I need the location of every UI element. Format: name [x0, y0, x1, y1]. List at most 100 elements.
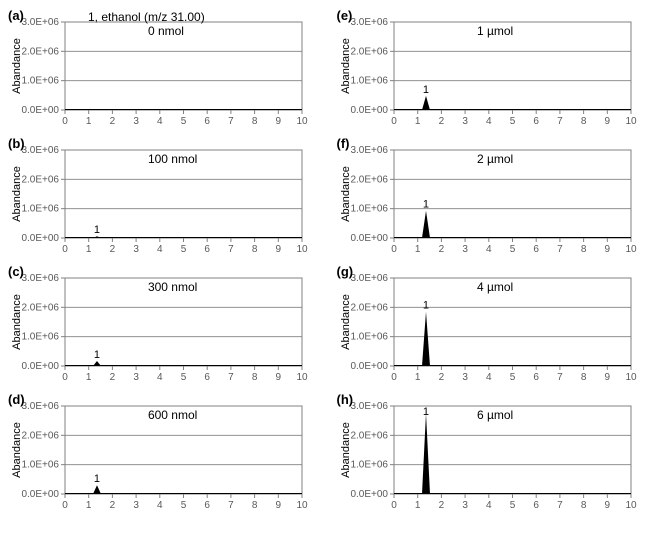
- x-tick-label: 10: [625, 244, 637, 255]
- y-tick-label: 1.0E+06: [21, 76, 59, 87]
- x-tick-label: 3: [462, 116, 468, 127]
- y-tick-label: 0.0E+00: [21, 105, 59, 116]
- x-tick-label: 7: [228, 372, 234, 383]
- x-tick-label: 10: [625, 372, 637, 383]
- chart-svg: 12 µmol0123456789100.0E+001.0E+062.0E+06…: [339, 138, 639, 258]
- x-tick-label: 3: [462, 372, 468, 383]
- x-tick-label: 2: [110, 372, 116, 383]
- peak-label: 1: [422, 84, 428, 96]
- x-tick-label: 1: [414, 244, 420, 255]
- x-tick-label: 2: [110, 500, 116, 511]
- x-tick-label: 6: [533, 116, 539, 127]
- y-tick-label: 0.0E+00: [21, 489, 59, 500]
- x-tick-label: 4: [486, 116, 492, 127]
- y-tick-label: 1.0E+06: [350, 460, 388, 471]
- x-tick-label: 7: [228, 500, 234, 511]
- x-tick-label: 5: [509, 372, 515, 383]
- y-tick-label: 2.0E+06: [21, 174, 59, 185]
- x-tick-label: 6: [533, 372, 539, 383]
- y-tick-label: 1.0E+06: [21, 460, 59, 471]
- y-tick-label: 3.0E+06: [21, 17, 59, 28]
- y-tick-label: 2.0E+06: [350, 174, 388, 185]
- x-tick-label: 5: [509, 116, 515, 127]
- x-tick-label: 0: [391, 116, 397, 127]
- x-tick-label: 0: [391, 372, 397, 383]
- y-axis-label: Abandance: [11, 166, 23, 222]
- x-tick-label: 9: [276, 500, 282, 511]
- chart-panel: (g)14 µmol0123456789100.0E+001.0E+062.0E…: [339, 266, 648, 386]
- x-tick-label: 3: [462, 244, 468, 255]
- x-tick-label: 5: [509, 500, 515, 511]
- chart-panel: (b)1100 nmol0123456789100.0E+001.0E+062.…: [10, 138, 319, 258]
- x-tick-label: 3: [133, 116, 139, 127]
- x-tick-label: 1: [86, 244, 92, 255]
- chart-svg: 1300 nmol0123456789100.0E+001.0E+062.0E+…: [10, 266, 310, 386]
- peak-label: 1: [422, 406, 428, 418]
- peak-label: 1: [94, 224, 100, 236]
- condition-label: 2 µmol: [476, 152, 512, 166]
- x-tick-label: 4: [486, 244, 492, 255]
- x-tick-label: 7: [228, 116, 234, 127]
- y-tick-label: 0.0E+00: [21, 361, 59, 372]
- x-tick-label: 0: [62, 500, 68, 511]
- y-tick-label: 2.0E+06: [350, 46, 388, 57]
- x-tick-label: 9: [604, 244, 610, 255]
- condition-label: 6 µmol: [476, 408, 512, 422]
- y-axis-label: Abandance: [340, 166, 352, 222]
- x-tick-label: 3: [133, 500, 139, 511]
- x-tick-label: 4: [486, 500, 492, 511]
- x-tick-label: 7: [557, 372, 563, 383]
- x-tick-label: 9: [276, 116, 282, 127]
- chart-svg: 1100 nmol0123456789100.0E+001.0E+062.0E+…: [10, 138, 310, 258]
- condition-label: 100 nmol: [148, 152, 197, 166]
- x-tick-label: 9: [604, 116, 610, 127]
- x-tick-label: 3: [133, 372, 139, 383]
- x-tick-label: 4: [157, 116, 163, 127]
- y-tick-label: 1.0E+06: [21, 332, 59, 343]
- x-tick-label: 6: [204, 244, 210, 255]
- y-axis-label: Abandance: [340, 422, 352, 478]
- x-tick-label: 1: [414, 116, 420, 127]
- y-tick-label: 3.0E+06: [350, 145, 388, 156]
- y-tick-label: 0.0E+00: [350, 361, 388, 372]
- chart-panel: (c)1300 nmol0123456789100.0E+001.0E+062.…: [10, 266, 319, 386]
- condition-label: 4 µmol: [476, 280, 512, 294]
- chart-panel: (a)1, ethanol (m/z 31.00)0 nmol012345678…: [10, 10, 319, 130]
- panel-letter: (d): [8, 392, 25, 407]
- x-tick-label: 8: [252, 372, 258, 383]
- y-tick-label: 3.0E+06: [350, 17, 388, 28]
- panel-letter: (a): [8, 8, 24, 23]
- x-tick-label: 10: [296, 244, 308, 255]
- x-tick-label: 1: [414, 372, 420, 383]
- panel-letter: (b): [8, 136, 25, 151]
- chart-svg: 11 µmol0123456789100.0E+001.0E+062.0E+06…: [339, 10, 639, 130]
- y-tick-label: 0.0E+00: [350, 105, 388, 116]
- x-tick-label: 5: [181, 244, 187, 255]
- condition-label: 300 nmol: [148, 280, 197, 294]
- y-tick-label: 2.0E+06: [350, 302, 388, 313]
- x-tick-label: 2: [438, 372, 444, 383]
- x-tick-label: 6: [204, 500, 210, 511]
- y-axis-label: Abandance: [11, 38, 23, 94]
- x-tick-label: 2: [110, 116, 116, 127]
- x-tick-label: 2: [438, 244, 444, 255]
- x-tick-label: 7: [557, 116, 563, 127]
- peak-label: 1: [94, 473, 100, 485]
- x-tick-label: 1: [86, 372, 92, 383]
- chart-svg: 14 µmol0123456789100.0E+001.0E+062.0E+06…: [339, 266, 639, 386]
- y-tick-label: 0.0E+00: [350, 489, 388, 500]
- compound-label: 1, ethanol (m/z 31.00): [88, 10, 205, 24]
- x-tick-label: 4: [157, 500, 163, 511]
- panel-letter: (c): [8, 264, 24, 279]
- chart-panel: (e)11 µmol0123456789100.0E+001.0E+062.0E…: [339, 10, 648, 130]
- y-tick-label: 2.0E+06: [21, 302, 59, 313]
- chart-panel: (d)1600 nmol0123456789100.0E+001.0E+062.…: [10, 394, 319, 514]
- peak-label: 1: [422, 300, 428, 312]
- x-tick-label: 0: [62, 372, 68, 383]
- x-tick-label: 9: [276, 372, 282, 383]
- x-tick-label: 4: [486, 372, 492, 383]
- condition-label: 1 µmol: [476, 24, 512, 38]
- y-tick-label: 3.0E+06: [350, 273, 388, 284]
- chart-svg: 0 nmol0123456789100.0E+001.0E+062.0E+063…: [10, 10, 310, 130]
- x-tick-label: 3: [133, 244, 139, 255]
